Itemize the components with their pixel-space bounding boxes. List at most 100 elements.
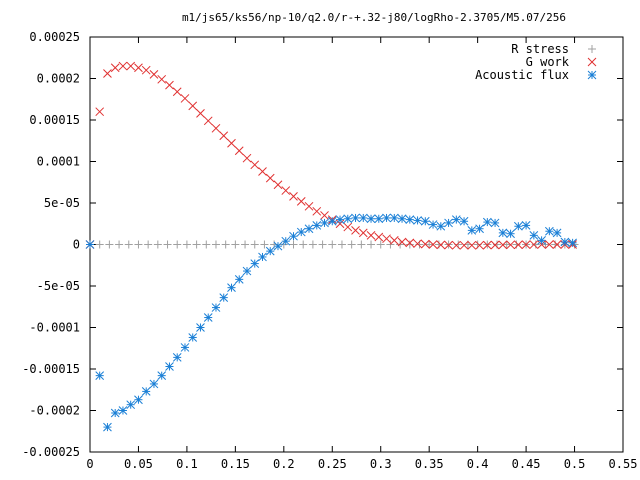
data-point	[182, 240, 191, 249]
series-layer	[85, 61, 579, 432]
data-point	[506, 229, 515, 239]
data-point	[420, 216, 430, 226]
data-point	[273, 180, 283, 190]
data-point	[202, 240, 211, 249]
data-point	[105, 240, 114, 249]
data-point	[475, 240, 484, 250]
data-point	[529, 240, 539, 249]
data-point	[366, 214, 376, 224]
data-point	[134, 63, 143, 73]
data-point	[444, 218, 453, 228]
data-point	[180, 343, 190, 352]
data-point	[544, 226, 554, 236]
data-point	[552, 228, 562, 238]
data-point	[299, 240, 308, 249]
data-point	[304, 224, 314, 234]
data-point	[357, 240, 366, 249]
data-point	[413, 216, 422, 225]
data-point	[126, 61, 136, 71]
data-point	[103, 69, 112, 78]
data-point	[149, 69, 159, 79]
data-point	[134, 395, 143, 405]
data-point	[358, 213, 368, 223]
data-point	[537, 235, 546, 245]
data-point	[467, 226, 477, 235]
data-point	[382, 213, 391, 223]
data-point	[405, 215, 415, 224]
data-point	[118, 406, 128, 415]
data-point	[126, 400, 136, 410]
data-point	[281, 236, 291, 246]
data-point	[203, 116, 213, 126]
y-tick-label: 0	[73, 238, 80, 252]
data-point	[265, 173, 275, 183]
data-point	[451, 240, 461, 250]
data-point	[144, 240, 153, 249]
data-point	[258, 252, 267, 262]
data-point	[529, 231, 539, 240]
data-point	[382, 234, 391, 244]
data-point	[110, 408, 120, 418]
data-point	[141, 387, 151, 396]
data-point	[405, 240, 414, 249]
data-point	[506, 240, 515, 250]
data-point	[320, 218, 329, 228]
data-point	[337, 240, 346, 249]
data-point	[502, 240, 511, 249]
x-tick-label: 0.45	[512, 457, 541, 471]
data-point	[134, 240, 143, 249]
data-point	[320, 211, 329, 220]
data-point	[173, 240, 182, 249]
x-tick-label: 0.35	[415, 457, 444, 471]
data-point	[188, 101, 198, 111]
data-point	[482, 217, 492, 227]
data-point	[153, 240, 162, 249]
data-point	[115, 240, 124, 249]
y-tick-label: -0.00025	[22, 445, 80, 459]
data-point	[351, 213, 360, 223]
data-point	[366, 231, 376, 240]
data-point	[279, 240, 288, 249]
data-point	[436, 221, 446, 231]
data-point	[420, 239, 430, 249]
x-tick-label: 0.3	[370, 457, 392, 471]
data-point	[498, 228, 508, 238]
data-point	[103, 422, 112, 432]
data-point	[124, 240, 133, 249]
data-point	[541, 240, 550, 249]
data-point	[196, 109, 205, 118]
data-point	[250, 160, 260, 170]
data-point	[312, 206, 322, 216]
data-point	[413, 239, 422, 249]
data-point	[318, 240, 327, 249]
y-tick-label: -0.0001	[29, 321, 80, 335]
data-point	[459, 240, 469, 250]
data-point	[234, 146, 244, 156]
x-tick-label: 0.25	[318, 457, 347, 471]
data-point	[211, 123, 221, 133]
data-point	[405, 238, 415, 248]
data-point	[425, 240, 434, 249]
data-point	[459, 216, 469, 226]
data-point	[296, 227, 306, 237]
legend-label: Acoustic flux	[475, 68, 569, 82]
data-point	[498, 240, 508, 250]
data-point	[374, 232, 384, 242]
data-point	[289, 192, 298, 201]
data-point	[211, 240, 220, 249]
data-point	[188, 333, 198, 342]
data-point	[343, 214, 353, 224]
data-point	[241, 240, 250, 249]
data-point	[157, 74, 167, 84]
y-tick-label: 0.0002	[37, 72, 80, 86]
y-tick-label: -0.0002	[29, 404, 80, 418]
data-point	[85, 240, 95, 249]
data-point	[521, 221, 531, 230]
series-g-work	[85, 61, 577, 250]
data-point	[537, 240, 546, 249]
x-tick-label: 0.5	[564, 457, 586, 471]
y-tick-label: 0.0001	[37, 155, 80, 169]
data-point	[192, 240, 201, 249]
data-point	[568, 238, 577, 248]
